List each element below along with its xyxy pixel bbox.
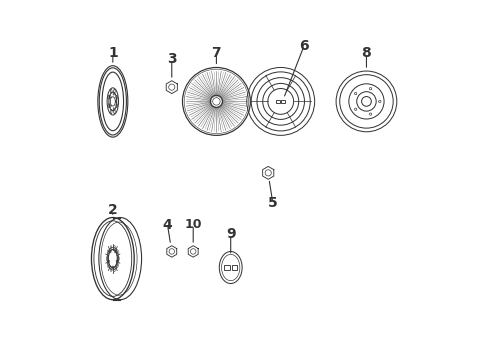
Text: 4: 4	[163, 218, 172, 231]
Text: 7: 7	[212, 46, 221, 60]
Circle shape	[210, 95, 222, 108]
Text: 5: 5	[268, 196, 278, 210]
Text: 8: 8	[362, 46, 371, 60]
Text: 1: 1	[108, 46, 118, 60]
Text: 2: 2	[108, 203, 118, 217]
Text: 3: 3	[167, 51, 176, 66]
Text: 6: 6	[299, 39, 309, 53]
Text: 9: 9	[226, 227, 236, 241]
Text: 10: 10	[184, 218, 202, 231]
